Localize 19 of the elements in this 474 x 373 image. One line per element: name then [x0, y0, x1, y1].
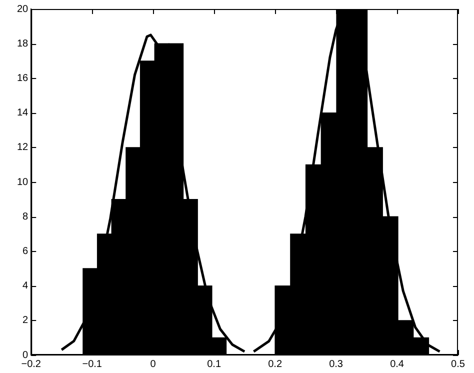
- x-tick-label: 0.1: [207, 358, 222, 370]
- y-tick-label: 12: [17, 142, 29, 154]
- x-tick-label: 0.4: [390, 358, 404, 370]
- y-tick-label: 16: [17, 72, 29, 84]
- x-tick-label: −0.2: [21, 358, 42, 370]
- y-tick-label: 6: [22, 246, 29, 257]
- y-tick-label: 4: [22, 280, 29, 292]
- y-tick-label: 20: [17, 4, 29, 15]
- y-tick-label: 0: [22, 350, 29, 361]
- x-tick-label: 0: [150, 358, 156, 370]
- x-tick-label: 0.5: [451, 358, 466, 370]
- x-tick-label: 0.2: [268, 358, 282, 370]
- x-tick-label: −0.1: [82, 358, 102, 370]
- y-tick-label: 14: [17, 108, 29, 119]
- y-tick-label: 10: [17, 176, 29, 188]
- y-tick-label: 2: [22, 315, 29, 326]
- x-tick-label: 0.3: [329, 358, 344, 370]
- y-tick-label: 18: [17, 38, 29, 50]
- y-tick-label: 8: [22, 211, 29, 222]
